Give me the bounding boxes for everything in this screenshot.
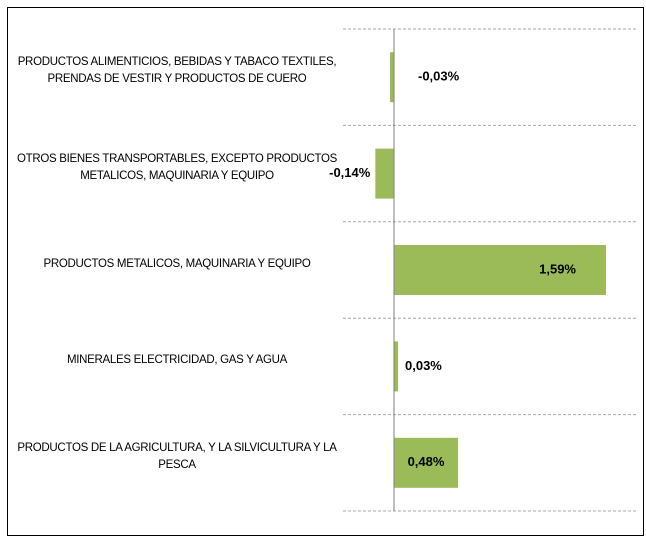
value-label: 1,59%	[539, 261, 576, 276]
category-label: PRODUCTOS DE LA AGRICULTURA, Y LA SILVIC…	[17, 441, 337, 471]
value-label: -0,14%	[329, 165, 371, 180]
category-label: PRODUCTOS METALICOS, MAQUINARIA Y EQUIPO	[43, 257, 311, 270]
bar	[375, 148, 394, 199]
value-label: -0,03%	[418, 69, 460, 84]
bar	[390, 52, 394, 103]
category-label: MINERALES ELECTRICIDAD, GAS Y AGUA	[66, 353, 288, 366]
bar	[394, 437, 458, 488]
bar	[394, 245, 606, 295]
value-label: 0,03%	[405, 358, 442, 373]
bar	[394, 341, 398, 392]
category-label: PRODUCTOS ALIMENTICIOS, BEBIDAS Y TABACO…	[17, 56, 337, 86]
chart-border	[7, 7, 644, 536]
value-label: 0,48%	[408, 454, 445, 469]
category-label: OTROS BIENES TRANSPORTABLES, EXCEPTO PRO…	[17, 152, 337, 182]
